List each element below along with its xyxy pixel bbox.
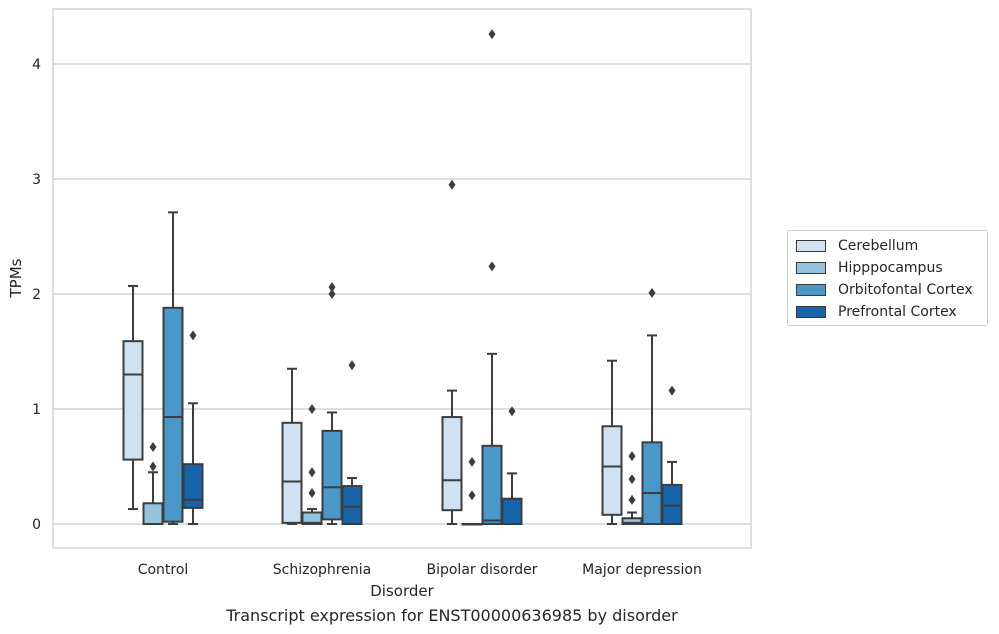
box-1-0 xyxy=(142,441,164,525)
box-iqr xyxy=(182,463,204,509)
box-2-1 xyxy=(321,282,343,525)
y-tick-label: 3 xyxy=(32,172,41,188)
legend-label: Hipppocampus xyxy=(838,260,943,276)
outlier-point xyxy=(628,494,636,505)
outlier-point xyxy=(468,456,476,467)
box-series xyxy=(122,29,683,526)
outlier-point xyxy=(468,490,476,501)
legend-label: Prefrontal Cortex xyxy=(838,304,957,320)
y-tick-label: 4 xyxy=(32,57,41,73)
outlier-point xyxy=(508,406,516,417)
y-tick-labels: 0 1 2 3 4 xyxy=(32,57,41,533)
outlier-point xyxy=(189,330,197,341)
box-iqr xyxy=(281,421,303,524)
box-1-2 xyxy=(461,456,483,526)
outlier-point xyxy=(308,467,316,478)
legend-swatch xyxy=(796,306,826,318)
plot-frame xyxy=(52,8,752,549)
box-1-1 xyxy=(301,404,323,525)
legend-label: Cerebellum xyxy=(838,238,919,254)
x-tick-label: Schizophrenia xyxy=(273,562,371,578)
box-iqr xyxy=(341,485,363,525)
outlier-point xyxy=(668,385,676,396)
box-1-3 xyxy=(621,451,643,525)
outlier-point xyxy=(648,287,656,298)
outlier-point xyxy=(448,179,456,190)
box-iqr xyxy=(321,429,343,521)
box-iqr xyxy=(661,483,683,525)
legend-swatch xyxy=(796,240,826,252)
x-axis-label: Disorder xyxy=(370,582,434,600)
legend-item: Prefrontal Cortex xyxy=(796,301,979,323)
x-tick-label: Major depression xyxy=(582,562,702,578)
legend-item: Orbitofontal Cortex xyxy=(796,279,979,301)
y-tick-label: 1 xyxy=(32,402,41,418)
y-tick-label: 2 xyxy=(32,287,41,303)
legend: Cerebellum Hipppocampus Orbitofontal Corte… xyxy=(787,230,988,326)
y-axis-label: TPMs xyxy=(7,258,25,298)
box-iqr xyxy=(481,444,503,525)
box-iqr xyxy=(641,441,663,526)
box-3-2 xyxy=(501,406,523,526)
legend-label: Orbitofontal Cortex xyxy=(838,282,973,298)
outlier-point xyxy=(328,289,336,299)
box-iqr xyxy=(162,306,184,523)
outlier-point xyxy=(149,461,157,472)
box-0-3 xyxy=(601,359,623,525)
outlier-point xyxy=(628,451,636,462)
x-tick-label: Control xyxy=(138,562,189,578)
box-3-3 xyxy=(661,385,683,525)
box-iqr xyxy=(441,416,463,512)
x-tick-labels: Control Schizophrenia Bipolar disorder Majo… xyxy=(138,562,702,578)
box-0-2 xyxy=(441,179,463,525)
outlier-point xyxy=(149,441,157,452)
legend-item: Cerebellum xyxy=(796,235,979,257)
x-tick-label: Bipolar disorder xyxy=(426,562,537,578)
outlier-point xyxy=(308,487,316,498)
outlier-point xyxy=(488,29,496,40)
legend-item: Hipppocampus xyxy=(796,257,979,279)
figure-caption: Transcript expression for ENST0000063698… xyxy=(226,606,678,625)
legend-swatch xyxy=(796,284,826,296)
box-iqr xyxy=(122,340,144,461)
box-2-3 xyxy=(641,287,663,526)
box-0-1 xyxy=(281,367,303,525)
outlier-point xyxy=(348,360,356,371)
box-3-0 xyxy=(182,330,204,525)
box-0-0 xyxy=(122,284,144,511)
outlier-point xyxy=(328,282,336,293)
outlier-point xyxy=(488,261,496,272)
box-iqr xyxy=(142,502,164,525)
outlier-point xyxy=(308,404,316,414)
y-tick-label: 0 xyxy=(32,517,41,533)
box-iqr xyxy=(501,497,523,526)
outlier-point xyxy=(628,474,636,485)
box-3-1 xyxy=(341,360,363,525)
box-iqr xyxy=(601,425,623,516)
legend-swatch xyxy=(796,262,826,274)
box-2-2 xyxy=(481,29,503,525)
box-2-0 xyxy=(162,211,184,525)
